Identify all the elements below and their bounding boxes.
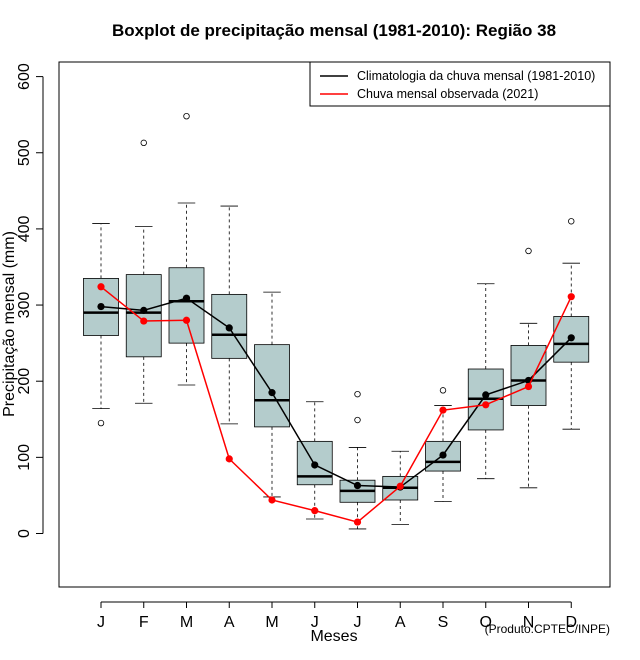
outlier-point bbox=[183, 112, 190, 120]
outlier-point bbox=[140, 139, 147, 147]
series-point-observed bbox=[268, 496, 276, 504]
box-body bbox=[168, 267, 205, 344]
x-tick-label: D bbox=[565, 614, 577, 631]
series-point-observed bbox=[439, 406, 447, 414]
y-axis: 0 100 200 300 400 500 600 bbox=[16, 63, 44, 538]
series-lines-group bbox=[97, 283, 575, 526]
x-tick-label: J bbox=[97, 614, 105, 631]
outlier-point bbox=[525, 247, 532, 255]
outlier-point bbox=[568, 218, 575, 225]
product-credit: (Produto:CPTEC/INPE) bbox=[485, 622, 610, 636]
series-line-climatology bbox=[100, 297, 572, 488]
x-tick-label: J bbox=[354, 614, 362, 631]
legend-label-observed: Chuva mensal observada (2021) bbox=[357, 87, 538, 101]
series-point-observed bbox=[140, 317, 148, 325]
box-1 bbox=[83, 223, 119, 427]
box-6 bbox=[296, 401, 333, 520]
box-4 bbox=[211, 205, 248, 425]
legend: Climatologia da chuva mensal (1981-2010)… bbox=[309, 61, 611, 107]
legend-box bbox=[309, 61, 611, 107]
y-axis-label: Precipitação mensal (mm) bbox=[1, 231, 18, 417]
series-point-climatology bbox=[482, 391, 490, 399]
box-7 bbox=[339, 390, 376, 530]
y-tick-label: 0 bbox=[16, 529, 33, 538]
y-tick-label: 100 bbox=[16, 444, 33, 471]
box-9 bbox=[425, 387, 461, 502]
series-point-climatology bbox=[182, 294, 191, 302]
box-10 bbox=[467, 283, 504, 480]
chart-title: Boxplot de precipitação mensal (1981-201… bbox=[112, 21, 556, 40]
x-axis-label: Meses bbox=[310, 628, 357, 645]
series-point-observed bbox=[482, 401, 490, 409]
series-point-climatology bbox=[97, 302, 105, 311]
series-point-observed bbox=[97, 283, 105, 291]
x-tick-label: J bbox=[311, 614, 319, 631]
series-point-observed bbox=[225, 455, 233, 463]
x-tick-label: M bbox=[265, 614, 278, 631]
series-point-observed bbox=[396, 482, 404, 490]
series-point-climatology bbox=[353, 481, 362, 490]
box-3 bbox=[168, 112, 205, 386]
y-tick-label: 400 bbox=[16, 215, 33, 242]
box-11 bbox=[510, 247, 547, 489]
x-tick-label: F bbox=[139, 614, 149, 631]
outlier-point bbox=[97, 419, 105, 427]
x-tick-label: S bbox=[438, 614, 449, 631]
series-point-climatology bbox=[140, 306, 148, 314]
x-tick-label: N bbox=[523, 614, 535, 631]
x-tick-label: M bbox=[180, 614, 193, 631]
series-point-climatology bbox=[225, 324, 233, 332]
y-tick-label: 500 bbox=[16, 139, 33, 166]
series-point-climatology bbox=[567, 334, 575, 342]
boxes-group bbox=[83, 112, 590, 530]
outlier-point bbox=[439, 387, 447, 394]
series-point-climatology bbox=[439, 451, 447, 459]
box-body bbox=[510, 345, 547, 406]
series-point-climatology bbox=[311, 461, 319, 469]
x-tick-label: A bbox=[224, 614, 235, 631]
x-tick-label: A bbox=[395, 614, 406, 631]
outlier-point bbox=[354, 416, 361, 424]
series-point-observed bbox=[567, 293, 575, 301]
series-point-observed bbox=[353, 518, 362, 526]
series-point-climatology bbox=[268, 389, 276, 397]
y-tick-label: 200 bbox=[16, 368, 33, 395]
box-2 bbox=[125, 139, 162, 404]
box-body bbox=[125, 274, 162, 358]
outlier-point bbox=[354, 390, 361, 398]
y-tick-label: 300 bbox=[16, 292, 33, 319]
series-point-observed bbox=[182, 316, 191, 324]
series-line-observed bbox=[100, 286, 572, 523]
x-tick-label: O bbox=[480, 614, 492, 631]
series-point-observed bbox=[311, 507, 319, 515]
y-tick-label: 600 bbox=[16, 63, 33, 90]
legend-label-climatology: Climatologia da chuva mensal (1981-2010) bbox=[357, 69, 595, 83]
series-point-observed bbox=[524, 382, 533, 391]
